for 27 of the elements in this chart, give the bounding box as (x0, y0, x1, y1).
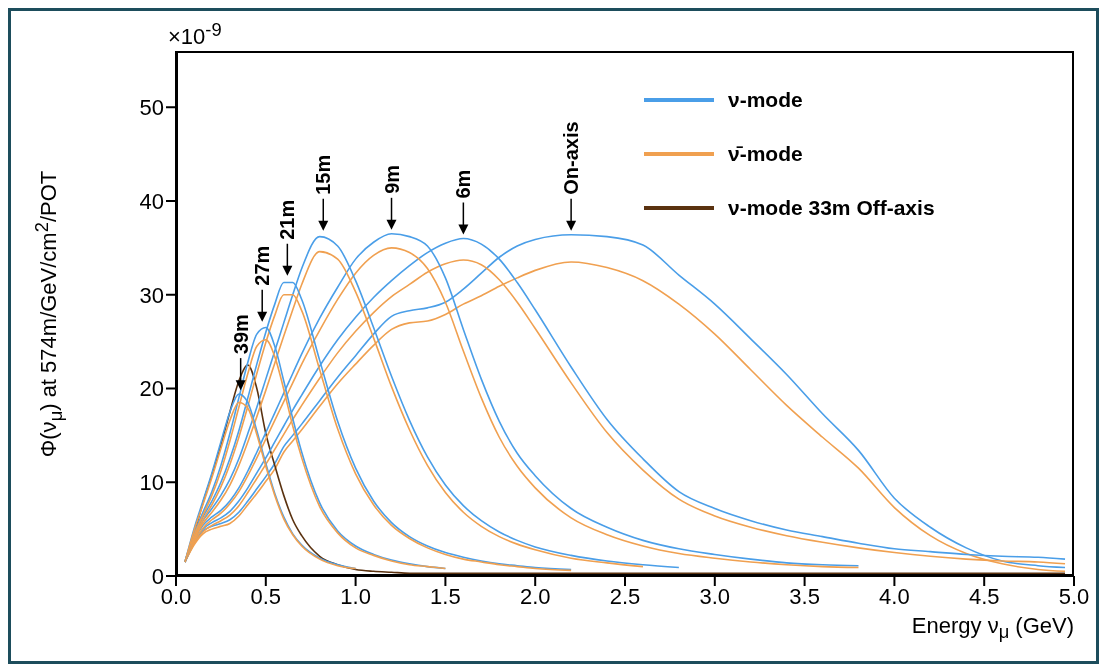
annotation: 9m (380, 164, 403, 194)
x-tick-label: 1.0 (340, 583, 371, 609)
annotation: 39m (229, 314, 252, 355)
x-tick-label: 4.5 (968, 583, 1000, 609)
x-axis-title: Energy ν$_{μ}$ (GeV) (911, 613, 1074, 644)
x-tick-label: 3.0 (699, 583, 731, 609)
y-tick-label: 40 (139, 188, 164, 214)
annotation: 21m (276, 199, 299, 240)
x-tick-label: 2.0 (519, 583, 551, 609)
x-tick-label: 2.5 (609, 583, 641, 609)
x-tick-label: 5.0 (1058, 583, 1090, 609)
legend-label: ν̄-mode (728, 142, 803, 166)
x-tick-label: 0.5 (250, 583, 282, 609)
x-tick-label: 3.5 (789, 583, 820, 609)
x-tick-label: 4.0 (879, 583, 910, 609)
annotation: On-axis (560, 121, 583, 195)
legend-label: ν-mode (728, 88, 803, 112)
x-tick-label: 1.5 (430, 583, 461, 609)
legend-label: ν-mode 33m Off-axis (728, 196, 935, 220)
y-tick-label: 30 (139, 282, 164, 308)
y-tick-label: 20 (139, 376, 164, 402)
annotation: 6m (452, 169, 475, 199)
text: ×10$^{-9}$ (168, 19, 222, 51)
annotation: 27m (251, 245, 274, 286)
y-tick-label: 50 (139, 95, 164, 121)
y-tick-label: 10 (139, 470, 164, 496)
annotation: 15m (312, 154, 335, 195)
